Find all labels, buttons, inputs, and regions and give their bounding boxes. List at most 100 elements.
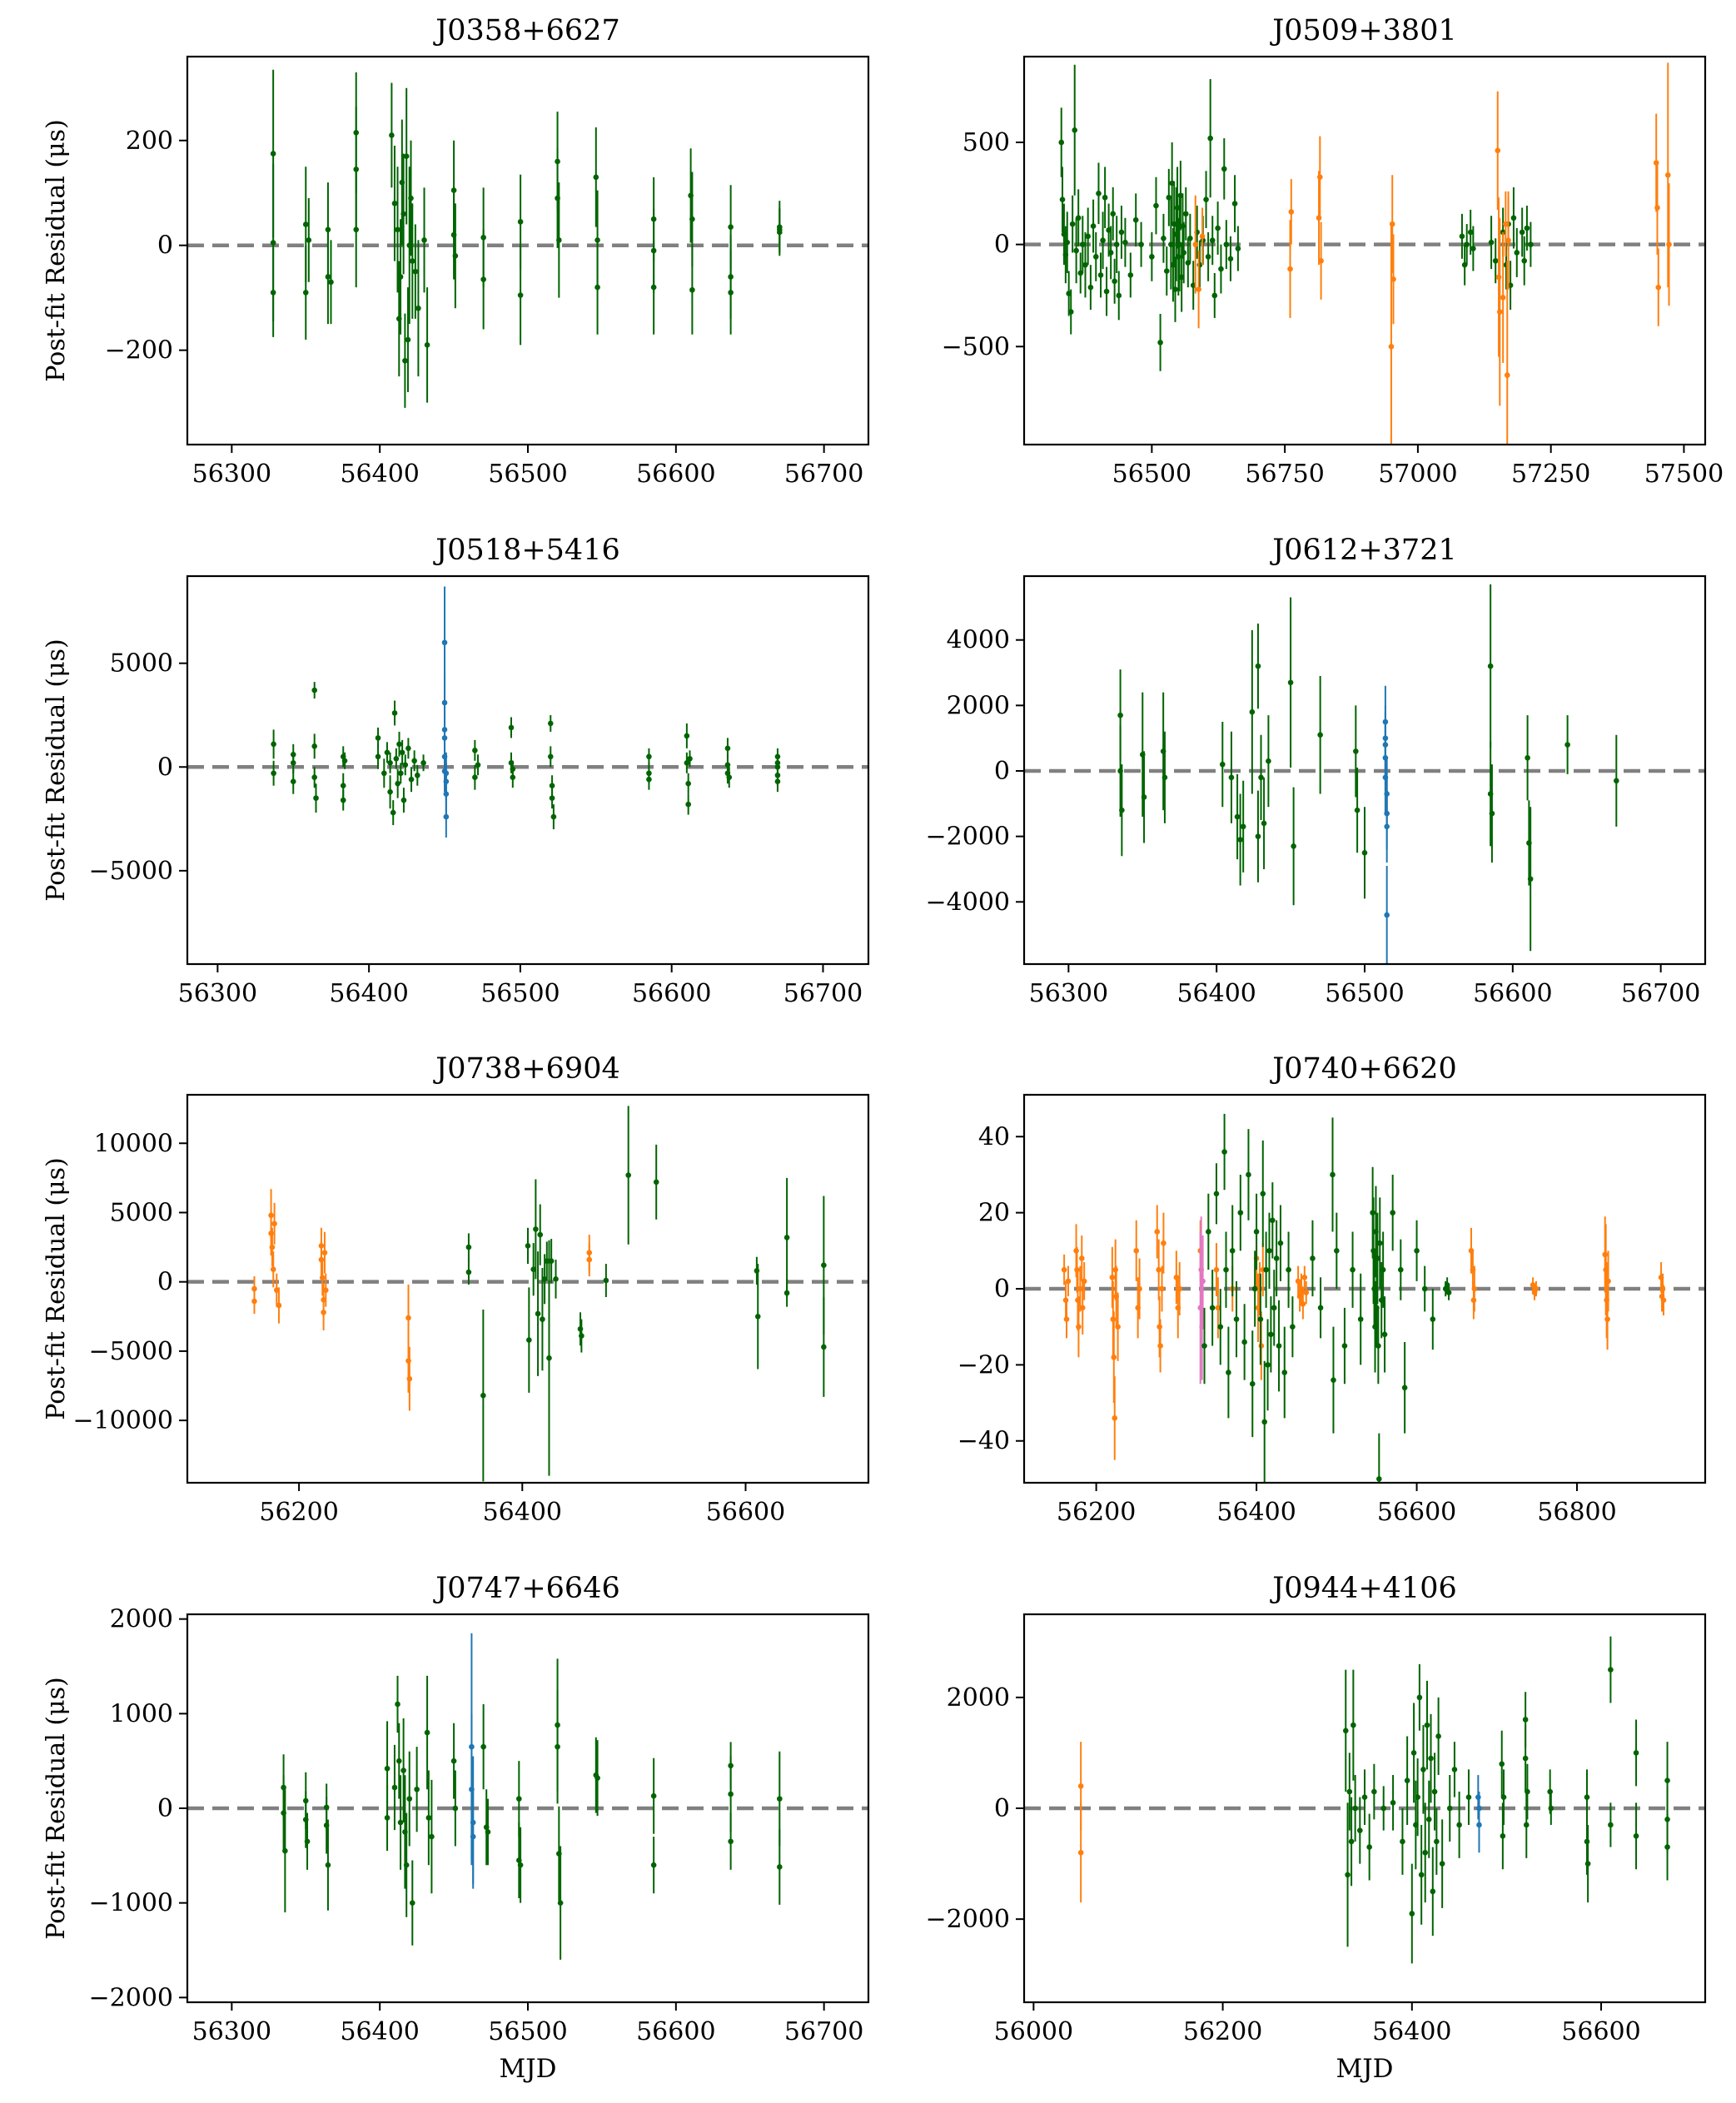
chart-title: J0747+6646 [433, 1572, 620, 1605]
data-point-orange [1215, 1305, 1221, 1311]
data-point-green [282, 1847, 288, 1854]
data-point-green [510, 766, 516, 773]
data-point-green [1317, 732, 1323, 738]
y-tick-label: 0 [994, 757, 1010, 786]
axes-frame [1022, 55, 1707, 446]
data-point-green [1514, 250, 1520, 256]
data-layer [1058, 62, 1672, 445]
data-point-green [290, 752, 296, 758]
x-tick-label: 56400 [1176, 979, 1256, 1008]
x-tick-label: 56750 [1245, 460, 1324, 489]
data-point-green [1069, 221, 1076, 227]
data-point-blue [1475, 1794, 1481, 1800]
data-point-green [1420, 1767, 1426, 1772]
data-point-green [684, 759, 690, 766]
y-tick-label: −5000 [89, 857, 173, 886]
data-point-green [1273, 1255, 1280, 1261]
data-point-green [465, 1269, 472, 1275]
y-axis-label: Post-fit Residual (μs) [42, 1677, 71, 1939]
data-point-green [1249, 708, 1256, 715]
data-point-green [1261, 1419, 1268, 1425]
data-point-green [1523, 1822, 1530, 1828]
data-point-green [526, 1337, 532, 1343]
data-point-orange [1109, 1274, 1116, 1280]
data-point-green [650, 284, 657, 291]
data-point-green [556, 237, 562, 243]
data-point-green [1257, 1316, 1264, 1322]
data-point-green [1141, 794, 1147, 800]
data-point-green [1357, 1316, 1364, 1322]
x-tick-label: 56700 [1621, 979, 1700, 1008]
data-point-green [485, 1829, 491, 1835]
data-point-orange [1500, 295, 1506, 301]
y-tick-label: −2000 [89, 1983, 173, 2012]
data-point-orange [1389, 221, 1395, 227]
data-point-green [774, 778, 781, 785]
x-tick-label: 56600 [1561, 2017, 1640, 2046]
y-tick-label: −40 [958, 1427, 1010, 1456]
data-point-green [1221, 1149, 1227, 1155]
data-point-green [325, 274, 331, 280]
y-tick-label: 0 [157, 753, 173, 782]
data-point-green [1276, 1343, 1282, 1349]
data-point-green [1237, 1210, 1244, 1216]
data-point-green [1097, 272, 1104, 278]
data-point-green [557, 1900, 564, 1906]
data-point-green [1633, 1832, 1639, 1839]
data-point-green [1187, 235, 1193, 241]
data-point-green [1633, 1750, 1639, 1756]
chart-title: J0740+6620 [1270, 1052, 1457, 1086]
data-point-green [1664, 1844, 1670, 1850]
data-point-green [1410, 1750, 1417, 1756]
axes-frame [186, 55, 870, 446]
data-point-green [1251, 1285, 1258, 1292]
data-point-green [1157, 340, 1163, 346]
data-point-green [395, 780, 400, 787]
data-point-green [1207, 135, 1213, 142]
data-point-orange [1388, 343, 1395, 350]
data-point-green [1263, 1266, 1269, 1273]
data-point-green [1451, 1767, 1458, 1772]
data-point-orange [405, 1315, 411, 1321]
data-point-green [1400, 1838, 1405, 1845]
x-tick-label: 56600 [636, 2017, 715, 2046]
data-point-green [1525, 754, 1530, 761]
x-tick-label: 56300 [192, 460, 271, 489]
data-point-green [1117, 712, 1123, 718]
data-point-green [687, 755, 693, 762]
data-point-green [650, 1862, 657, 1868]
data-point-green [1233, 1316, 1240, 1322]
y-tick-label: −10000 [72, 1406, 173, 1435]
data-point-green [1489, 810, 1495, 817]
data-point-orange [1303, 1290, 1310, 1295]
data-layer [270, 69, 783, 408]
data-point-green [270, 240, 276, 246]
data-point-green [1354, 807, 1360, 813]
data-point-green [1348, 1838, 1355, 1845]
data-point-green [384, 749, 390, 756]
data-point-green [555, 1743, 560, 1750]
data-point-green [1103, 288, 1110, 295]
data-point-green [1153, 202, 1159, 209]
data-point-green [405, 336, 411, 343]
data-point-green [548, 1258, 555, 1265]
data-point-green [728, 224, 734, 230]
data-point-green [1227, 256, 1234, 262]
y-tick-label: 0 [157, 231, 173, 261]
x-tick-label: 56200 [259, 1498, 338, 1527]
data-point-green [475, 762, 481, 768]
data-point-green [1456, 1822, 1462, 1828]
data-point-green [403, 153, 410, 159]
data-point-green [1435, 1733, 1441, 1739]
data-point-green [1266, 1248, 1272, 1254]
data-point-orange [251, 1298, 257, 1305]
data-point-green [1528, 241, 1534, 247]
y-tick-label: −500 [942, 332, 1010, 361]
data-point-green [1350, 1722, 1356, 1728]
data-point-blue [1382, 735, 1389, 741]
data-point-green [684, 733, 690, 739]
data-point-green [1241, 1339, 1247, 1345]
data-point-green [1161, 774, 1168, 781]
data-point-green [353, 167, 360, 172]
data-point-green [421, 237, 427, 243]
